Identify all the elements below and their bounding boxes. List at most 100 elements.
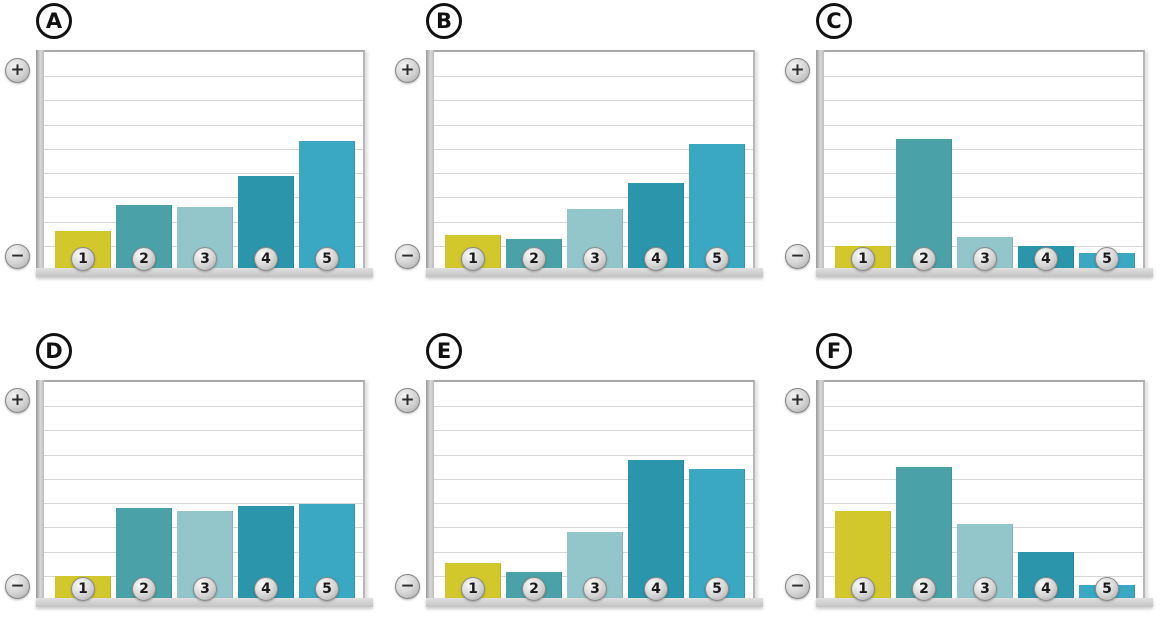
y-axis-bar — [426, 380, 434, 606]
panel-letter-badge: D — [36, 333, 72, 369]
category-badge-3: 3 — [193, 577, 217, 601]
plus-icon: + — [395, 58, 420, 83]
category-badge-2: 2 — [132, 247, 156, 271]
plot-area — [434, 50, 755, 270]
chart-panel-F: F + − 1 2 3 4 5 — [780, 330, 1170, 622]
panel-letter-badge: F — [816, 333, 852, 369]
category-badge-4: 4 — [254, 577, 278, 601]
gridline — [824, 100, 1143, 101]
gridline — [434, 527, 753, 528]
plus-icon: + — [395, 388, 420, 413]
plus-icon: + — [785, 58, 810, 83]
plus-icon: + — [5, 58, 30, 83]
category-badge-3: 3 — [193, 247, 217, 271]
chart-panel-C: C + − 1 2 3 4 5 — [780, 0, 1170, 311]
x-axis-bar — [816, 598, 1153, 607]
y-axis-bar — [36, 380, 44, 606]
category-badge-5: 5 — [705, 577, 729, 601]
category-badge-1: 1 — [851, 577, 875, 601]
gridline — [44, 197, 363, 198]
y-axis-bar — [426, 50, 434, 276]
category-badge-5: 5 — [315, 247, 339, 271]
gridline — [44, 430, 363, 431]
gridline — [434, 125, 753, 126]
panel-letter-badge: C — [816, 3, 852, 39]
plot-area — [434, 380, 755, 600]
gridline — [44, 173, 363, 174]
x-axis-bar — [426, 268, 763, 277]
minus-icon: − — [5, 574, 30, 599]
gridline — [824, 197, 1143, 198]
gridline — [44, 100, 363, 101]
gridline — [824, 406, 1143, 407]
gridline — [44, 406, 363, 407]
gridline — [44, 149, 363, 150]
category-badge-3: 3 — [973, 577, 997, 601]
gridline — [434, 149, 753, 150]
minus-icon: − — [785, 574, 810, 599]
category-badge-4: 4 — [644, 247, 668, 271]
category-badge-4: 4 — [1034, 577, 1058, 601]
gridline — [824, 173, 1143, 174]
x-axis-bar — [426, 598, 763, 607]
category-badge-2: 2 — [132, 577, 156, 601]
y-axis-bar — [816, 380, 824, 606]
panel-letter-badge: E — [426, 333, 462, 369]
gridline — [44, 76, 363, 77]
gridline — [434, 479, 753, 480]
gridline — [434, 455, 753, 456]
gridline — [44, 479, 363, 480]
gridline — [434, 197, 753, 198]
category-badge-5: 5 — [1095, 577, 1119, 601]
gridline — [824, 125, 1143, 126]
chart-panel-D: D + − 1 2 3 4 5 — [0, 330, 390, 622]
chart-panel-E: E + − 1 2 3 4 5 — [390, 330, 780, 622]
bar-4 — [628, 460, 684, 600]
y-axis-bar — [36, 50, 44, 276]
panel-letter-badge: B — [426, 3, 462, 39]
plot-area — [44, 50, 365, 270]
chart-panel-A: A + − 1 2 3 4 5 — [0, 0, 390, 311]
category-badge-5: 5 — [315, 577, 339, 601]
category-badge-4: 4 — [254, 247, 278, 271]
category-badge-2: 2 — [522, 577, 546, 601]
plot-area — [824, 50, 1145, 270]
gridline — [434, 100, 753, 101]
x-axis-bar — [36, 598, 373, 607]
bar-5 — [689, 469, 745, 600]
bar-3 — [957, 524, 1013, 600]
category-badge-1: 1 — [461, 247, 485, 271]
minus-icon: − — [5, 244, 30, 269]
category-badge-5: 5 — [705, 247, 729, 271]
minus-icon: − — [395, 244, 420, 269]
gridline — [434, 406, 753, 407]
plus-icon: + — [785, 388, 810, 413]
category-badge-4: 4 — [644, 577, 668, 601]
x-axis-bar — [36, 268, 373, 277]
category-badge-2: 2 — [912, 577, 936, 601]
gridline — [824, 503, 1143, 504]
plot-area — [824, 380, 1145, 600]
panel-letter-badge: A — [36, 3, 72, 39]
category-badge-5: 5 — [1095, 247, 1119, 271]
minus-icon: − — [395, 574, 420, 599]
y-axis-bar — [816, 50, 824, 276]
gridline — [824, 455, 1143, 456]
category-badge-1: 1 — [71, 577, 95, 601]
gridline — [824, 76, 1143, 77]
minus-icon: − — [785, 244, 810, 269]
category-badge-3: 3 — [973, 247, 997, 271]
gridline — [824, 149, 1143, 150]
gridline — [434, 503, 753, 504]
gridline — [44, 455, 363, 456]
category-badge-3: 3 — [583, 247, 607, 271]
gridline — [434, 76, 753, 77]
gridline — [824, 222, 1143, 223]
plus-icon: + — [5, 388, 30, 413]
gridline — [434, 173, 753, 174]
gridline — [824, 479, 1143, 480]
category-badge-4: 4 — [1034, 247, 1058, 271]
gridline — [824, 430, 1143, 431]
category-badge-2: 2 — [522, 247, 546, 271]
